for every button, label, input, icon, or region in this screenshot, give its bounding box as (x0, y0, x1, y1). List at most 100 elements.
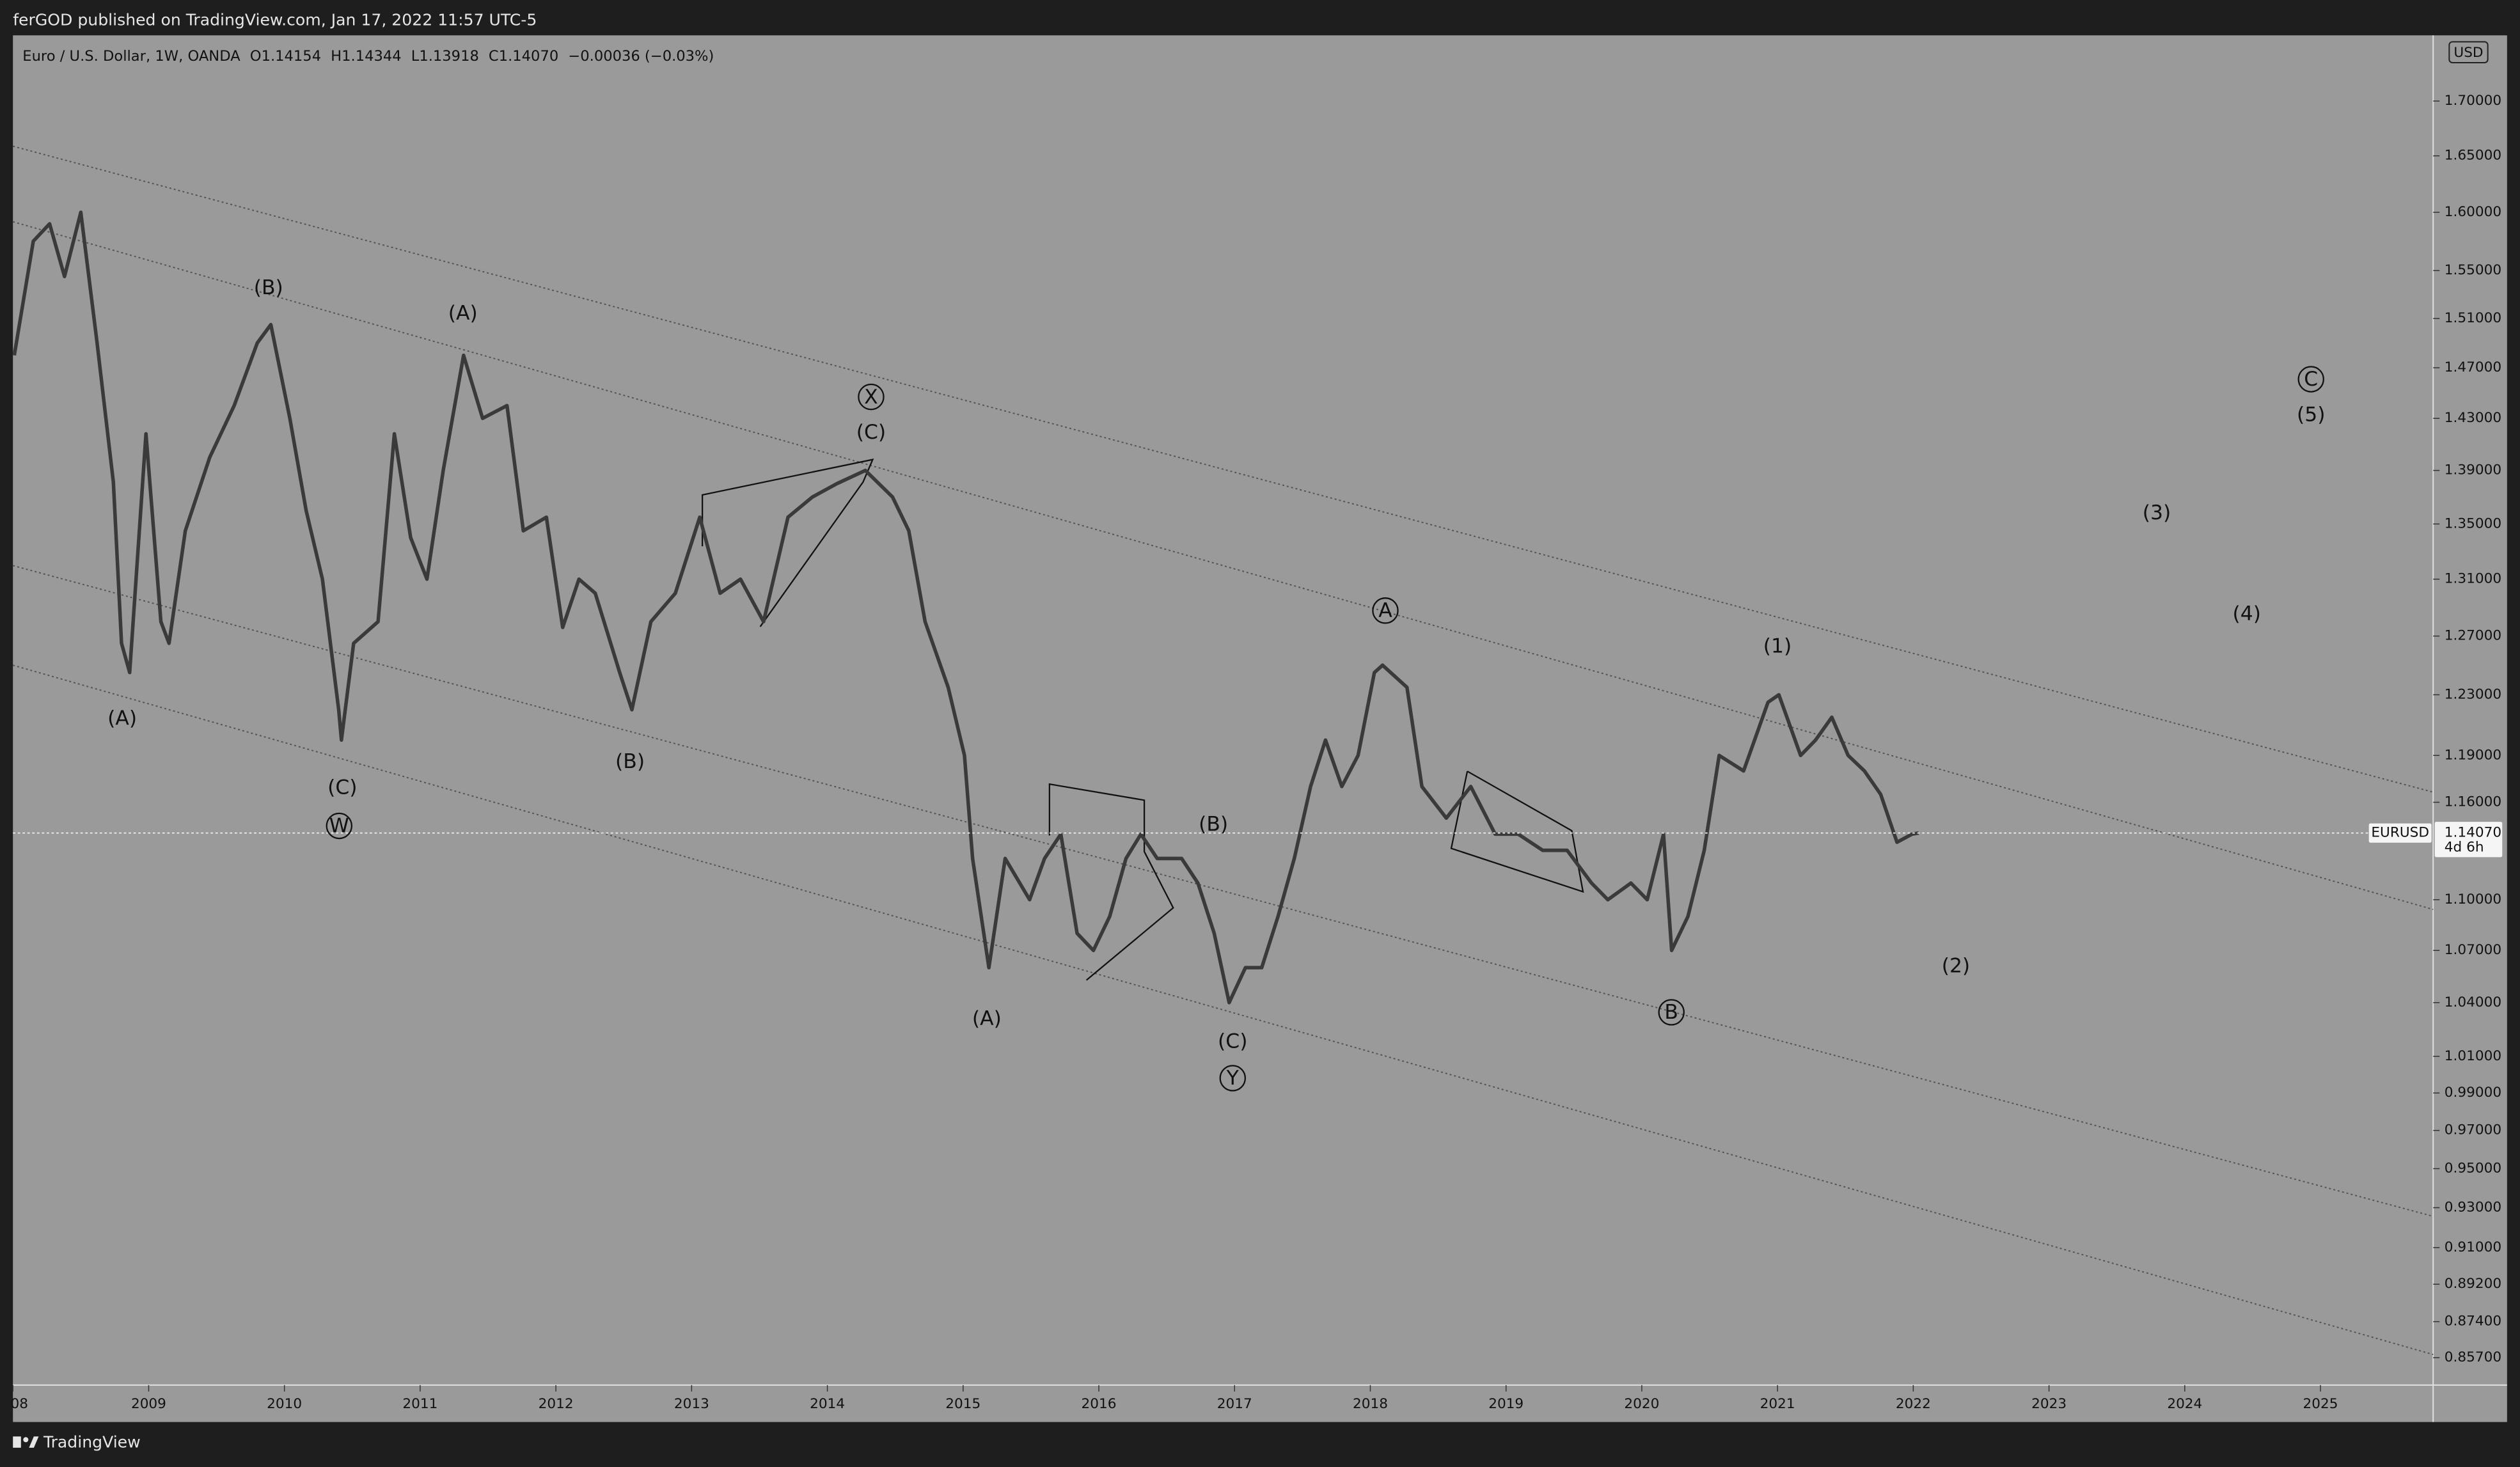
triangles (701, 459, 1584, 981)
x-tick-label: 2025 (2303, 1396, 2338, 1412)
currency-box[interactable] (2448, 41, 2489, 63)
wave-label: B (1664, 1001, 1678, 1024)
y-tick-label: 1.51000 (2445, 310, 2501, 326)
y-tick-label: 1.55000 (2445, 262, 2501, 278)
wave-label: (A) (972, 1007, 1002, 1030)
x-tick-label: 2018 (1353, 1396, 1388, 1412)
ohlc-value: 1.14154 (262, 47, 322, 64)
marks: 1.70000 1.65000 1.60000 1.55000 1.51000 1.470… (11, 93, 2503, 1412)
plot-background (13, 35, 2507, 1422)
triangle (1048, 783, 1174, 981)
annotation-circle (1372, 597, 1399, 624)
x-tick-label: 2012 (539, 1396, 574, 1412)
wave-label: (B) (254, 276, 283, 299)
wave-label: C (2304, 368, 2318, 391)
y-tick-label: 0.97000 (2445, 1122, 2501, 1138)
wave-label: (B) (615, 750, 645, 773)
wave-label: W (329, 815, 349, 838)
triangle (701, 459, 874, 627)
y-tick-label: 0.93000 (2445, 1200, 2501, 1216)
wave-label: Y (1226, 1067, 1240, 1090)
y-tick-label: 1.70000 (2445, 93, 2501, 109)
annotation-circle (326, 812, 353, 840)
y-tick-label: 1.01000 (2445, 1048, 2501, 1064)
wave-label: (C) (856, 421, 886, 444)
price-tag-bg (2434, 822, 2503, 858)
symbol-tag-bg (2368, 823, 2432, 843)
wave-label: X (864, 386, 878, 409)
y-tick-label: 0.95000 (2445, 1160, 2501, 1176)
y-tick-label: 0.89200 (2445, 1276, 2501, 1292)
y-tick-label: 1.16000 (2445, 794, 2501, 810)
x-tick-label: 2009 (131, 1396, 166, 1412)
wave-label: (A) (448, 302, 478, 325)
y-tick-label: 1.43000 (2445, 410, 2501, 426)
x-tick-label: 2016 (1082, 1396, 1117, 1412)
channel-line (12, 221, 2434, 911)
wave-label: (2) (1942, 954, 1970, 977)
annotation-circle (1658, 999, 1685, 1026)
price-tag: 1.14070 (2445, 825, 2501, 841)
x-tick-label: 08 (11, 1396, 28, 1412)
y-tick-label: 1.35000 (2445, 515, 2501, 531)
ohlc-value: 1.14070 (499, 47, 558, 64)
x-tick-label: 2014 (810, 1396, 845, 1412)
footer-logo (13, 1436, 39, 1448)
x-tick-label: 2020 (1624, 1396, 1659, 1412)
y-tick-label: 1.23000 (2445, 686, 2501, 702)
y-tick-label: 1.10000 (2445, 891, 2501, 907)
wave-label: (A) (107, 707, 137, 730)
y-tick-label: 1.65000 (2445, 148, 2501, 164)
y-tick-label: 1.19000 (2445, 747, 2501, 763)
y-tick-label: 1.39000 (2445, 462, 2501, 478)
wave-label: (4) (2232, 602, 2260, 625)
price-countdown: 4d 6h (2445, 839, 2484, 855)
ohlc-value: 1.13918 (419, 47, 478, 64)
y-tick-label: 0.91000 (2445, 1239, 2501, 1255)
x-tick-label: 2019 (1488, 1396, 1524, 1412)
y-tick-label: 0.99000 (2445, 1085, 2501, 1101)
triangle (1450, 771, 1584, 893)
wave-label: (C) (1218, 1030, 1247, 1053)
ohlc-label: L (411, 47, 420, 64)
legend: Euro / U.S. Dollar, 1W, OANDA O1.14154 H1.… (22, 47, 714, 64)
channel-line (12, 565, 2434, 1218)
wave-label: (1) (1763, 634, 1792, 657)
x-tick-label: 2024 (2167, 1396, 2202, 1412)
x-tick-label: 2021 (1760, 1396, 1795, 1412)
logo-part (23, 1437, 29, 1443)
y-tick-label: 0.87400 (2445, 1314, 2501, 1330)
ohlc-label: C (489, 47, 499, 64)
price-line (12, 210, 1919, 1005)
y-tick-label: 1.07000 (2445, 942, 2501, 958)
legend-symbol: Euro / U.S. Dollar, 1W, OANDA (22, 47, 240, 64)
wave-label: (5) (2297, 404, 2325, 427)
wave-label: A (1378, 599, 1392, 622)
ohlc-value: 1.14344 (342, 47, 402, 64)
wave-label: (B) (1199, 813, 1228, 836)
x-tick-label: 2017 (1217, 1396, 1252, 1412)
wave-label: (C) (327, 776, 357, 799)
channel-lines (12, 145, 2434, 1356)
channel-line (12, 664, 2434, 1356)
wave-label: (3) (2143, 501, 2171, 524)
y-tick-label: 1.04000 (2445, 994, 2501, 1010)
channel-line (12, 145, 2434, 793)
price-change: −0.00036 (−0.03%) (568, 47, 714, 64)
logo-part (29, 1436, 39, 1448)
x-tick-label: 2011 (402, 1396, 437, 1412)
y-tick-label: 1.27000 (2445, 628, 2501, 644)
annotation-circle (858, 383, 885, 411)
x-tick-label: 2023 (2031, 1396, 2067, 1412)
y-tick-label: 1.47000 (2445, 359, 2501, 375)
currency[interactable]: USD (2453, 45, 2483, 61)
y-tick-label: 0.85700 (2445, 1349, 2501, 1365)
logo-part (13, 1436, 21, 1448)
ohlc-label: H (331, 47, 342, 64)
annotation-circle (2297, 366, 2324, 393)
y-tick-label: 1.31000 (2445, 571, 2501, 587)
x-tick-label: 2022 (1896, 1396, 1931, 1412)
header: ferGOD published on TradingView.com, Jan… (13, 11, 537, 29)
